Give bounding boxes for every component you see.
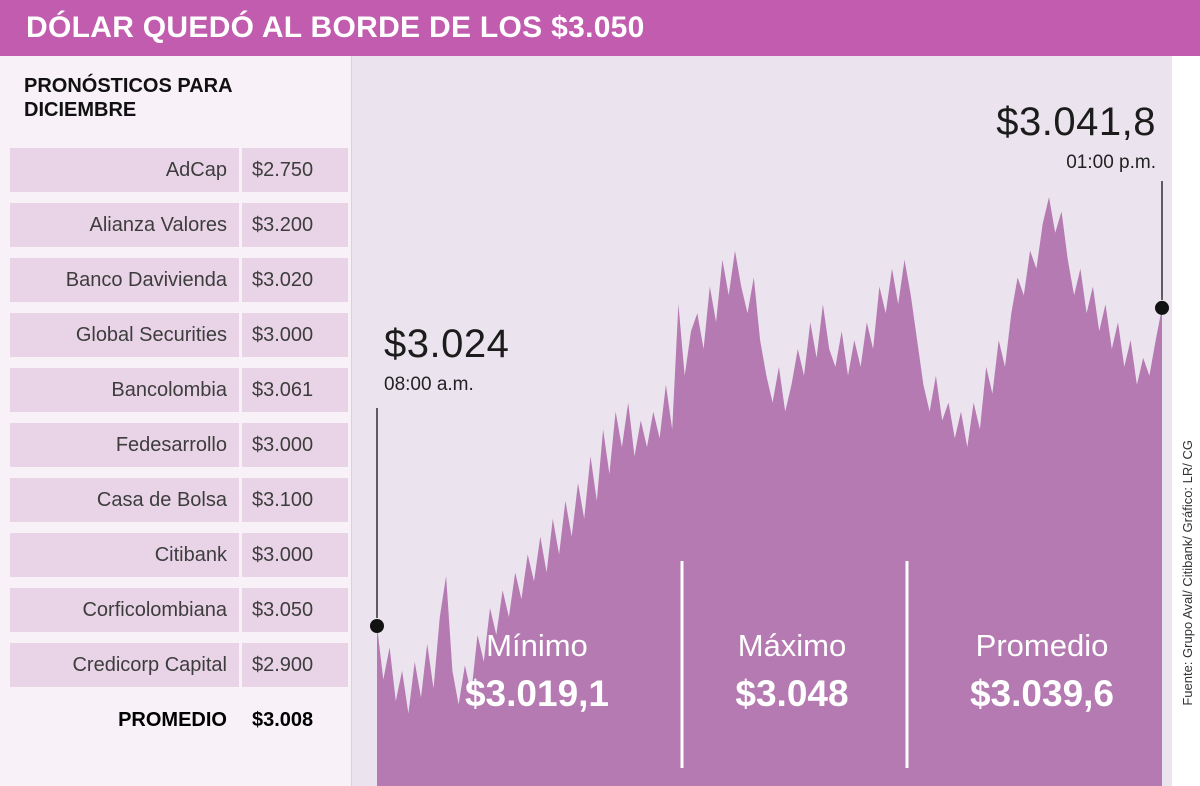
table-row: Fedesarrollo $3.000 — [10, 423, 348, 467]
bank-name: Fedesarrollo — [115, 433, 227, 456]
cell-divider — [239, 203, 242, 247]
bank-name: Corficolombiana — [82, 598, 227, 621]
bank-name: Credicorp Capital — [72, 653, 227, 676]
cell-divider — [239, 423, 242, 467]
forecast-panel: PRONÓSTICOS PARA DICIEMBRE AdCap $2.750 … — [0, 56, 352, 786]
forecast-value: $3.000 — [252, 433, 314, 456]
forecast-value: $3.000 — [252, 323, 314, 346]
forecast-value: $3.020 — [252, 268, 314, 291]
table-row: AdCap $2.750 — [10, 148, 348, 192]
content: PRONÓSTICOS PARA DICIEMBRE AdCap $2.750 … — [0, 56, 1200, 786]
forecast-value: $2.750 — [252, 158, 314, 181]
end-dot — [1155, 300, 1169, 315]
table-row: Corficolombiana $3.050 — [10, 588, 348, 632]
forecast-value: $3.200 — [252, 213, 314, 236]
title-bar: DÓLAR QUEDÓ AL BORDE DE LOS $3.050 — [0, 0, 1200, 56]
bank-name: Casa de Bolsa — [96, 488, 227, 511]
table-row: Credicorp Capital $2.900 — [10, 643, 348, 687]
table-row: Global Securities $3.000 — [10, 313, 348, 357]
open-annotation: $3.024 08:00 a.m. — [384, 322, 509, 396]
stat-minimum: Mínimo $3.019,1 — [424, 628, 650, 715]
average-label: PROMEDIO — [118, 708, 227, 731]
page-title: DÓLAR QUEDÓ AL BORDE DE LOS $3.050 — [26, 11, 645, 44]
cell-divider — [239, 478, 242, 522]
cell-divider — [239, 148, 242, 192]
forecast-value: $3.050 — [252, 598, 314, 621]
stat-value: $3.039,6 — [969, 673, 1115, 714]
forecast-value: $3.061 — [252, 378, 314, 401]
average-value: $3.008 — [252, 708, 314, 731]
source-credit: Fuente: Grupo Aval/ Citibank/ Gráfico: L… — [1180, 440, 1195, 706]
bank-name: AdCap — [165, 158, 227, 181]
table-row: Bancolombia $3.061 — [10, 368, 348, 412]
cell-divider — [239, 643, 242, 687]
forecast-table: AdCap $2.750 Alianza Valores $3.200 Banc… — [0, 148, 351, 742]
table-row: Alianza Valores $3.200 — [10, 203, 348, 247]
bank-name: Citibank — [154, 543, 227, 566]
bank-name: Banco Davivienda — [65, 268, 227, 291]
table-row: Casa de Bolsa $3.100 — [10, 478, 348, 522]
intraday-chart: $3.024 08:00 a.m. $3.041,8 01:00 p.m. Mí… — [352, 56, 1172, 786]
start-dot — [370, 619, 384, 633]
stat-value: $3.048 — [735, 673, 849, 714]
stat-maximum: Máximo $3.048 — [682, 628, 902, 715]
open-time: 08:00 a.m. — [384, 374, 474, 395]
stat-label: Máximo — [737, 628, 847, 663]
cell-divider — [239, 588, 242, 632]
table-row: Citibank $3.000 — [10, 533, 348, 577]
stat-average: Promedio $3.039,6 — [914, 628, 1170, 715]
cell-divider — [239, 258, 242, 302]
cell-divider — [239, 368, 242, 412]
forecast-value: $3.000 — [252, 543, 314, 566]
stat-value: $3.019,1 — [464, 673, 610, 714]
close-time: 01:00 p.m. — [1066, 152, 1156, 173]
stat-label: Mínimo — [486, 628, 588, 663]
close-annotation: $3.041,8 01:00 p.m. — [996, 100, 1156, 174]
average-row: PROMEDIO $3.008 — [10, 698, 348, 742]
table-row: Banco Davivienda $3.020 — [10, 258, 348, 302]
area-chart-svg — [370, 181, 1169, 786]
bank-name: Bancolombia — [111, 378, 227, 401]
price-area — [377, 197, 1162, 786]
stat-label: Promedio — [975, 628, 1109, 663]
cell-divider — [239, 533, 242, 577]
source-strip: Fuente: Grupo Aval/ Citibank/ Gráfico: L… — [1172, 56, 1200, 786]
close-price: $3.041,8 — [996, 100, 1156, 144]
forecast-heading: PRONÓSTICOS PARA DICIEMBRE — [24, 75, 232, 121]
forecast-value: $3.100 — [252, 488, 314, 511]
bank-name: Alianza Valores — [89, 213, 227, 236]
forecast-value: $2.900 — [252, 653, 314, 676]
bank-name: Global Securities — [75, 323, 227, 346]
cell-divider — [239, 313, 242, 357]
open-price: $3.024 — [384, 322, 510, 366]
